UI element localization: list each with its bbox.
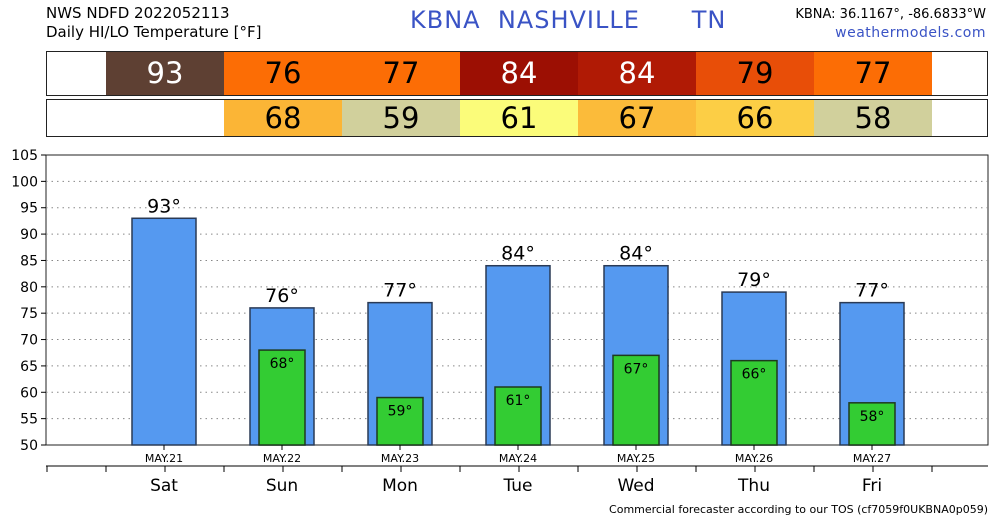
x-date-label: MAY.21 [145, 452, 183, 465]
x-day-label: Fri [862, 476, 882, 496]
station-code: KBNA [410, 6, 481, 34]
y-tick-label: 55 [20, 412, 38, 428]
lo-value-label: 67° [624, 361, 649, 377]
hi_strip-cell: 84 [460, 52, 578, 95]
station-state: TN [691, 6, 727, 34]
hi_strip-cell: 76 [224, 52, 342, 95]
lo-bar [494, 386, 542, 446]
y-tick-label: 50 [20, 438, 38, 454]
header-right: KBNA: 36.1167°, -86.6833°W weathermodels… [795, 5, 986, 43]
lo-value-label: 61° [506, 393, 531, 409]
chart-subtitle: Daily HI/LO Temperature [°F] [46, 23, 262, 41]
y-tick-label: 105 [11, 148, 38, 164]
x-date-label: MAY.25 [617, 452, 655, 465]
station-title: KBNA NASHVILLE TN [410, 6, 726, 34]
y-tick-label: 100 [11, 174, 38, 190]
x-day-label: Mon [382, 476, 418, 496]
hi_strip-cell: 77 [342, 52, 460, 95]
y-tick-label: 75 [20, 306, 38, 322]
x-date-label: MAY.24 [499, 452, 537, 465]
y-tick-label: 70 [20, 333, 38, 349]
y-tick-label: 65 [20, 359, 38, 375]
y-tick-label: 95 [20, 201, 38, 217]
x-day-label: Tue [502, 476, 532, 496]
temperature-bar-chart: 50 55 60 65 70 75 80 85 90 95 100 105 93° MAY.21 Sat 76… [11, 148, 989, 496]
footer-note: Commercial forecaster according to our T… [609, 503, 988, 516]
hi-value-label: 84° [501, 243, 535, 265]
source-line: NWS NDFD 2022052113 [46, 4, 230, 22]
hi_strip-cell: 79 [696, 52, 814, 95]
lo_strip-cell: 68 [224, 100, 342, 136]
x-date-label: MAY.22 [263, 452, 301, 465]
lo-value-label: 68° [270, 356, 295, 372]
lo-bar [612, 354, 660, 446]
y-tick-label: 85 [20, 253, 38, 269]
lo_strip-cell: 66 [696, 100, 814, 136]
lo_strip-cell: 61 [460, 100, 578, 136]
x-day-label: Sun [266, 476, 298, 496]
lo-value-label: 58° [860, 409, 885, 425]
hi-value-label: 84° [619, 243, 653, 265]
header-left: NWS NDFD 2022052113 Daily HI/LO Temperat… [46, 4, 262, 42]
lo-temperature-strip: 68 59 61 67 66 58 [46, 99, 988, 137]
hi-temperature-strip: 93 76 77 84 84 79 77 [46, 51, 988, 96]
hi_strip-cell: 84 [578, 52, 696, 95]
lo-bar [848, 402, 896, 446]
hi-value-label: 76° [265, 285, 299, 307]
x-day-label: Sat [150, 476, 178, 496]
x-date-label: MAY.26 [735, 452, 773, 465]
lo_strip-cell: 59 [342, 100, 460, 136]
hi-value-label: 93° [147, 195, 181, 217]
y-tick-label: 80 [20, 280, 38, 296]
lo-value-label: 59° [388, 404, 413, 420]
station-name: NASHVILLE [497, 6, 640, 34]
x-date-label: MAY.27 [853, 452, 891, 465]
x-day-label: Wed [617, 476, 654, 496]
hi_strip-cell: 77 [814, 52, 932, 95]
lo-value-label: 66° [742, 367, 767, 383]
lo_strip-cell: 67 [578, 100, 696, 136]
station-coords: KBNA: 36.1167°, -86.6833°W [795, 7, 986, 22]
hi-value-label: 77° [855, 280, 889, 302]
hi_strip-cell: 93 [106, 52, 224, 95]
hi-value-label: 79° [737, 269, 771, 291]
hi-bar [131, 217, 197, 446]
lo_strip-cell [106, 100, 224, 136]
lo-bar [258, 349, 306, 446]
lo_strip-cell: 58 [814, 100, 932, 136]
site-link[interactable]: weathermodels.com [835, 25, 986, 41]
lo-bar [730, 359, 778, 446]
y-tick-label: 90 [20, 227, 38, 243]
hi-value-label: 77° [383, 280, 417, 302]
x-day-label: Thu [737, 476, 770, 496]
y-tick-label: 60 [20, 385, 38, 401]
x-date-label: MAY.23 [381, 452, 419, 465]
